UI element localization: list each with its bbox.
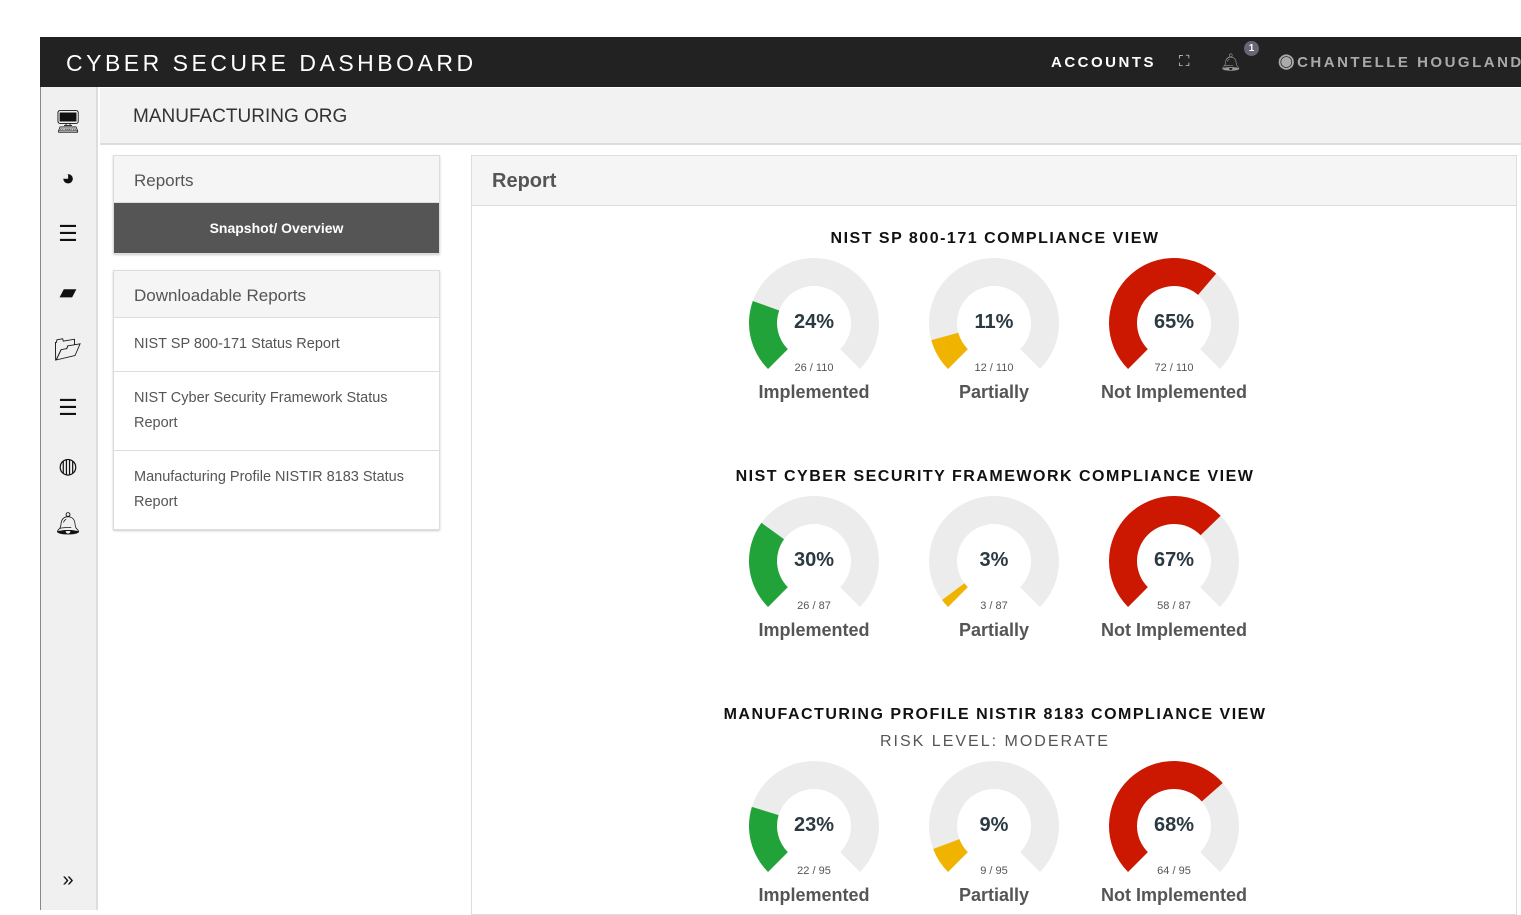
book-icon[interactable]: ▰ (59, 279, 77, 304)
user-avatar-icon: ◉ (1278, 51, 1298, 72)
top-bar: CYBER SECURE DASHBOARD ACCOUNTS ⛶ 🔔︎ 1 ◉… (40, 37, 1521, 87)
downloadable-reports-panel: Downloadable Reports NIST SP 800-171 Sta… (113, 270, 440, 530)
gauge-percent: 30% (793, 549, 835, 571)
gauge-label: Not Implemented (1100, 620, 1247, 640)
gauge-percent: 67% (1153, 549, 1195, 571)
gauge-not-implemented: 65% 72 / 110 Not Implemented (1089, 258, 1259, 408)
gauge-arc (749, 761, 879, 872)
gauge-partially: 9% 9 / 95 Partially (909, 761, 1079, 911)
gauge-percent: 11% (974, 311, 1014, 333)
section-title: NIST SP 800-171 COMPLIANCE VIEW (830, 230, 1160, 247)
gauge-implemented: 23% 22 / 95 Implemented (729, 761, 899, 911)
list-icon[interactable]: ☰ (58, 221, 78, 246)
gauge-label: Implemented (758, 885, 870, 905)
globe-icon[interactable]: ◍ (58, 453, 78, 478)
gauge-fill (749, 806, 788, 872)
gauge-fill (1109, 496, 1221, 607)
user-menu[interactable]: ◉CHANTELLE HOUGLAND ▾ (1278, 52, 1521, 73)
monitor-lock-icon[interactable]: 🖥︎ (54, 109, 82, 134)
gauge-not-implemented: 68% 64 / 95 Not Implemented (1089, 761, 1259, 911)
notification-badge: 1 (1244, 41, 1259, 56)
dashboard-gauge-icon[interactable]: ◕ (61, 165, 75, 190)
gauge-partially: 11% 12 / 110 Partially (909, 258, 1079, 408)
gauge-count: 9 / 95 (980, 865, 1008, 877)
gauge-percent: 9% (979, 814, 1009, 836)
gauge-fill (942, 583, 968, 607)
gauge-implemented: 24% 26 / 110 Implemented (729, 258, 899, 408)
gauge-percent: 3% (979, 549, 1009, 571)
gauge-implemented: 30% 26 / 87 Implemented (729, 496, 899, 646)
gauge-percent: 68% (1153, 814, 1195, 836)
download-report-link[interactable]: NIST SP 800-171 Status Report (114, 318, 439, 372)
gauge-count: 58 / 87 (1157, 600, 1191, 612)
bell-icon[interactable]: 🔔︎ (54, 511, 82, 536)
gauge-track (929, 496, 1059, 607)
gauge-count: 26 / 110 (794, 362, 834, 374)
risk-level: RISK LEVEL: MODERATE (880, 733, 1110, 750)
user-name: CHANTELLE HOUGLAND (1297, 54, 1521, 71)
downloadable-reports-title: Downloadable Reports (114, 271, 439, 318)
app-title: CYBER SECURE DASHBOARD (66, 50, 477, 76)
gauge-arc (929, 496, 1059, 607)
gauge-fill (749, 300, 788, 369)
gauge-fill (933, 839, 968, 872)
download-report-link[interactable]: NIST Cyber Security Framework Status Rep… (114, 372, 439, 451)
section-title: MANUFACTURING PROFILE NISTIR 8183 COMPLI… (723, 706, 1267, 723)
download-report-link[interactable]: Manufacturing Profile NISTIR 8183 Status… (134, 469, 404, 510)
gauge-count: 22 / 95 (797, 865, 831, 877)
gauge-arc (1109, 761, 1239, 872)
org-bar: MANUFACTURING ORG (100, 88, 1521, 145)
expand-sidebar-icon[interactable]: » (62, 869, 74, 891)
gauge-label: Implemented (758, 382, 870, 402)
gauge-count: 64 / 95 (1157, 865, 1191, 877)
report-title: Report (472, 156, 1516, 206)
gauge-arc (749, 496, 879, 607)
gauge-not-implemented: 67% 58 / 87 Not Implemented (1089, 496, 1259, 646)
gauge-arc (1109, 496, 1239, 607)
gauge-label: Partially (958, 620, 1030, 640)
gauge-partially: 3% 3 / 87 Partially (909, 496, 1079, 646)
notification-bell-icon[interactable]: 🔔︎ (1220, 53, 1240, 72)
gauge-percent: 23% (793, 814, 835, 836)
report-panel: Report NIST SP 800-171 COMPLIANCE VIEW N… (471, 155, 1517, 915)
gauge-count: 72 / 110 (1154, 362, 1194, 374)
fullscreen-icon[interactable]: ⛶ (1179, 53, 1190, 70)
gauge-count: 26 / 87 (797, 600, 831, 612)
gauge-fill (749, 522, 788, 607)
reports-panel-title: Reports (114, 156, 439, 203)
gauge-arc (749, 258, 879, 369)
gauge-label: Partially (958, 885, 1030, 905)
gauge-count: 12 / 110 (974, 362, 1014, 374)
gauge-label: Not Implemented (1100, 885, 1247, 905)
gauge-fill (1109, 258, 1217, 369)
gauge-percent: 65% (1153, 311, 1195, 333)
section-title: NIST CYBER SECURITY FRAMEWORK COMPLIANCE… (735, 468, 1255, 485)
snapshot-overview-item[interactable]: Snapshot/ Overview (114, 203, 439, 253)
org-name: MANUFACTURING ORG (133, 106, 348, 127)
gauge-percent: 24% (793, 311, 835, 333)
folder-open-icon[interactable]: 📂︎ (54, 337, 82, 362)
sidebar: 🖥︎ ◕ ☰ ▰ 📂︎ ☰ ◍ 🔔︎ » (40, 87, 98, 910)
accounts-link[interactable]: ACCOUNTS (1051, 54, 1156, 71)
gauge-count: 3 / 87 (980, 600, 1008, 612)
gauge-arc (929, 761, 1059, 872)
gauge-label: Partially (958, 382, 1030, 402)
gauge-fill (931, 332, 968, 369)
gauge-arc (929, 258, 1059, 369)
gauge-label: Not Implemented (1100, 382, 1247, 402)
gauge-arc (1109, 258, 1239, 369)
gauge-label: Implemented (758, 620, 870, 640)
reports-panel: Reports Snapshot/ Overview (113, 155, 440, 254)
gauge-fill (1109, 761, 1223, 872)
server-icon[interactable]: ☰ (58, 395, 78, 420)
